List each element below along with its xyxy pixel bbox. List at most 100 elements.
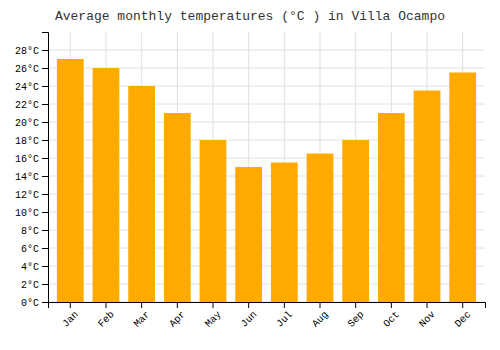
bar [342,140,369,302]
title: Average monthly temperatures (°C ) in Vi… [55,9,445,24]
y-tick-mark [42,194,48,195]
y-tick-label: 0°C [21,298,39,309]
bar [414,91,441,303]
bars [57,59,476,302]
y-tick-label: 20°C [15,118,39,129]
x-tick-label: May [203,309,224,330]
bar [93,68,120,302]
x-tick: Jan [60,302,81,330]
y-tick-mark [42,68,48,69]
x-tick-mark [212,302,213,308]
bar [307,154,334,303]
x-tick-mark [177,302,178,308]
x-tick: Oct [381,302,402,330]
bar [200,140,227,302]
x-tick-label: Sep [346,309,367,330]
y-tick-mark [42,122,48,123]
y-tick-label: 4°C [21,262,39,273]
y-tick-label: 22°C [15,100,39,111]
y-tick-mark [42,50,48,51]
x-tick-mark [105,302,106,308]
x-tick: Mar [132,302,153,330]
x-tick-mark [427,302,428,308]
y-tick: 8°C [21,226,48,237]
x-tick: Jun [239,302,260,330]
y-tick-mark [42,212,48,213]
x-tick-label: Feb [96,309,117,330]
x-tick-label: Mar [132,309,153,330]
y-tick-label: 14°C [15,172,39,183]
grid [48,32,485,302]
y-tick: 26°C [15,64,48,75]
y-tick-mark [42,284,48,285]
y-tick-mark [42,266,48,267]
y-tick-mark [42,86,48,87]
y-tick-label: 2°C [21,280,39,291]
y-tick-mark [42,302,48,303]
grid-line [48,50,485,51]
bar [164,113,191,302]
x-tick-label: Aug [310,309,331,330]
y-tick-label: 8°C [21,226,39,237]
y-tick-mark [42,158,48,159]
y-tick: 4°C [21,262,48,273]
x-tick-mark [141,302,142,308]
x-tick: Feb [96,302,117,330]
y-tick: 2°C [21,280,48,291]
x-tick: Nov [417,302,438,330]
bar [378,113,405,302]
x-tick-label: Nov [417,309,438,330]
bar [235,167,262,302]
x-tick-mark [391,302,392,308]
x-tick-label: Jul [274,309,295,330]
y-tick: 28°C [15,46,48,57]
y-tick-label: 28°C [15,46,39,57]
y-tick-label: 16°C [15,154,39,165]
y-tick: 14°C [15,172,48,183]
x-tick: Dec [453,302,474,330]
x-tick: Sep [346,302,367,330]
y-tick: 20°C [15,118,48,129]
chart: 0°C 2°C 4°C 6°C 8°C 10°C 12°C 14°C 16°C 18°C 20°C 2… [0,0,500,350]
y-tick-label: 6°C [21,244,39,255]
y-tick: 12°C [15,190,48,201]
x-tick: Jul [274,302,295,330]
y-axis: 0°C 2°C 4°C 6°C 8°C 10°C 12°C 14°C 16°C 18°C 20°C 2… [15,33,49,309]
bar [271,163,298,303]
y-tick-label: 10°C [15,208,39,219]
y-tick: 24°C [15,82,48,93]
bar [128,86,155,302]
y-tick: 10°C [15,208,48,219]
x-tick-label: Oct [381,309,402,330]
y-tick-label: 18°C [15,136,39,147]
x-tick-label: Jun [239,309,260,330]
x-axis: Jan Feb Mar Apr May Jun Jul Aug Sep Oct Nov Dec [49,302,486,330]
y-tick-mark [42,176,48,177]
y-tick-label: 24°C [15,82,39,93]
y-tick-mark [42,140,48,141]
x-tick-mark [320,302,321,308]
x-tick-mark [355,302,356,308]
y-tick: 22°C [15,100,48,111]
x-tick-label: Apr [167,309,188,330]
x-tick-mark [248,302,249,308]
y-tick: 0°C [21,298,48,309]
plot: 0°C 2°C 4°C 6°C 8°C 10°C 12°C 14°C 16°C 18°C 20°C 2… [15,32,486,330]
x-tick: May [203,302,224,330]
x-tick-mark [284,302,285,308]
bar [449,73,476,303]
x-tick-mark [70,302,71,308]
y-axis-line [42,33,49,303]
y-tick-label: 26°C [15,64,39,75]
y-tick: 18°C [15,136,48,147]
y-tick-mark [42,248,48,249]
x-axis-line [49,303,486,309]
x-tick-mark [462,302,463,308]
y-tick: 6°C [21,244,48,255]
y-tick-label: 12°C [15,190,39,201]
y-tick: 16°C [15,154,48,165]
x-tick: Apr [167,302,188,330]
bar [57,59,84,302]
x-tick-label: Dec [453,309,474,330]
x-tick: Aug [310,302,331,330]
